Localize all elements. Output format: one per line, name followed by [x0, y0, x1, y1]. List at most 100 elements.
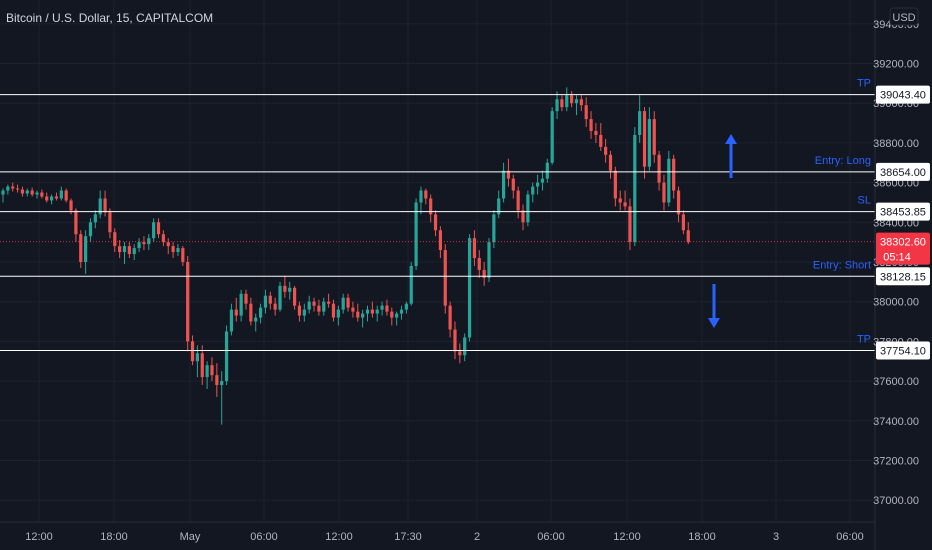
candle [25, 188, 29, 197]
level-label: Entry: Long [815, 155, 871, 167]
candle [570, 91, 574, 108]
candle [487, 238, 491, 282]
candle [623, 190, 627, 211]
level-label: Entry: Short [813, 259, 871, 271]
currency-box[interactable] [889, 7, 919, 26]
candle-body [672, 158, 676, 191]
candle [536, 174, 540, 195]
candle [268, 291, 272, 310]
price-tick-label: 37400.00 [873, 416, 919, 428]
arrow-up-icon[interactable] [725, 134, 737, 178]
candle-body [30, 190, 34, 195]
candle [531, 182, 535, 203]
candle-body [676, 190, 681, 215]
candle [467, 234, 472, 342]
candle-body [142, 242, 146, 245]
candle [142, 236, 146, 251]
candle-body [15, 188, 20, 190]
candle [540, 170, 545, 191]
candle [312, 297, 316, 312]
candle-body [195, 353, 199, 362]
candle-body [467, 238, 472, 338]
candle [419, 186, 423, 215]
candle-body [288, 287, 292, 292]
candle [390, 307, 394, 326]
candle [472, 230, 477, 266]
candle [633, 127, 637, 247]
candle [463, 333, 467, 362]
candle [302, 303, 306, 322]
candle [346, 293, 350, 312]
candle [239, 289, 243, 322]
candle [64, 188, 68, 203]
level-price-text: 38453.85 [880, 207, 926, 219]
candle [45, 192, 49, 203]
candle [249, 297, 253, 326]
candle-body [244, 293, 248, 304]
candle [35, 190, 39, 199]
candle-body [390, 311, 394, 318]
candle-body [361, 313, 365, 318]
candle-body [356, 311, 360, 318]
candle [113, 228, 117, 253]
candle-body [526, 194, 530, 223]
candle [560, 95, 564, 112]
candle [477, 250, 481, 278]
level-price-text: 38128.15 [880, 271, 926, 283]
time-tick-label: 06:00 [537, 531, 565, 543]
candle-body [166, 242, 170, 247]
candle-body [147, 238, 151, 245]
candle [220, 371, 224, 425]
candle [395, 311, 399, 326]
candle-body [380, 305, 384, 310]
candle-body [307, 301, 311, 310]
candle [429, 194, 433, 223]
candle [15, 184, 20, 193]
candle-body [375, 309, 379, 314]
level-price-text: 37754.10 [880, 345, 926, 357]
time-axis[interactable]: 12:00 18:00 May 06:00 12:00 17:30 2 06:00 12:00 1… [25, 531, 864, 543]
candle [662, 174, 666, 211]
candle-body [594, 130, 598, 135]
candle-body [638, 111, 642, 135]
candle-body [210, 365, 214, 376]
candle-body [443, 250, 447, 306]
candle-body [365, 309, 370, 314]
candle [613, 166, 617, 207]
candle [88, 218, 93, 243]
candle-body [628, 206, 632, 243]
candle [244, 289, 248, 310]
candle-body [88, 222, 93, 237]
candle-body [215, 375, 219, 386]
candle-body [433, 214, 438, 231]
candle [433, 210, 438, 237]
candle [501, 162, 506, 203]
candle-body [555, 99, 559, 112]
candle-body [278, 285, 282, 310]
candle [307, 295, 311, 314]
candle-body [59, 190, 63, 199]
candle-body [341, 297, 345, 310]
candle-body [652, 119, 656, 155]
level-price-text: 39043.40 [880, 90, 926, 102]
candle-body [584, 105, 588, 120]
arrow-down-icon[interactable] [708, 284, 720, 328]
candle-body [322, 301, 326, 312]
candle [341, 293, 345, 314]
candle [1, 188, 5, 203]
candle-body [545, 162, 549, 179]
candle [331, 299, 336, 322]
candle-body [118, 246, 122, 253]
candle [361, 309, 365, 328]
candle-body [205, 365, 209, 378]
candle [642, 107, 647, 179]
candle-body [414, 202, 418, 266]
candle-body [681, 214, 685, 231]
candle [604, 138, 608, 163]
candle-body [20, 189, 25, 194]
candle-body [312, 301, 316, 306]
candle [424, 188, 428, 205]
candle [492, 210, 496, 249]
